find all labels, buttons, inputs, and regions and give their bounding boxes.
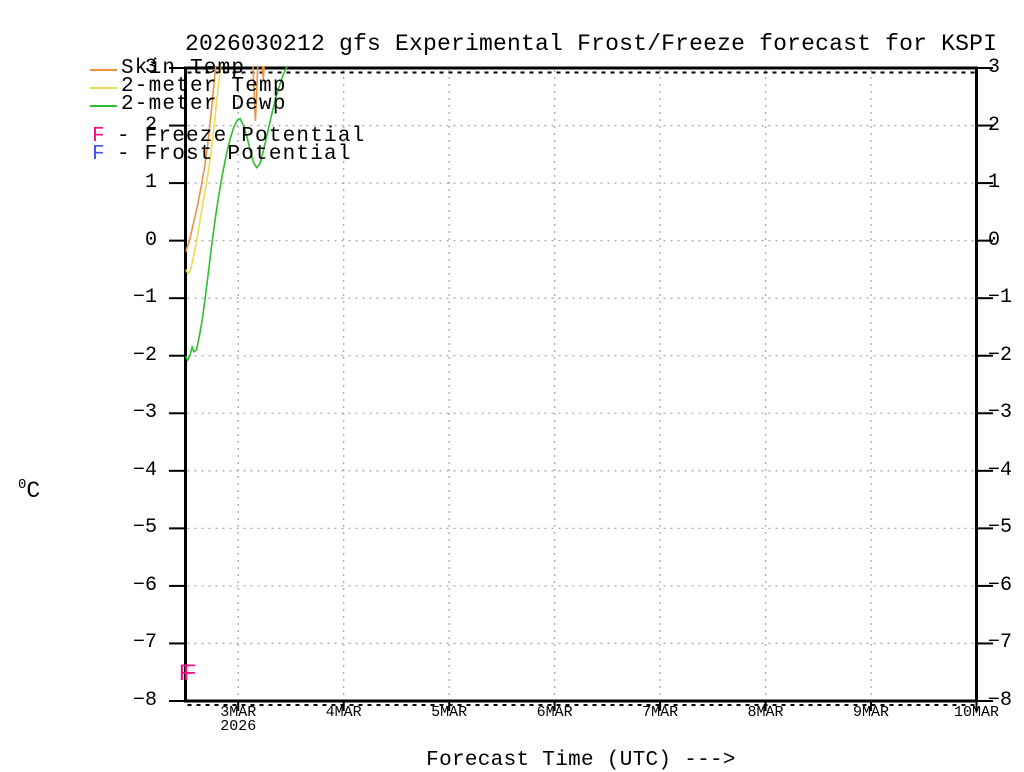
x-tick-sublabel: 2026 (220, 718, 257, 735)
2-meter-dewp-line (185, 66, 289, 363)
y-tick-label-right: 3 (988, 56, 1001, 79)
y-tick-label-right: 1 (988, 171, 1001, 195)
freeze-marker-letter: F (92, 125, 106, 148)
y-tick-label-left: −1 (132, 286, 157, 310)
y-axis-unit-label: 0C (18, 477, 40, 504)
2m-dewp-line-swatch (90, 105, 117, 107)
legend-label: - Frost Potential (117, 143, 352, 166)
x-tick-label: 7MAR (642, 704, 679, 721)
x-tick-label: 3MAR (220, 704, 257, 721)
chart-title: 2026030212 gfs Experimental Frost/Freeze… (185, 31, 998, 57)
y-tick-label-left: −5 (132, 516, 157, 540)
unit-letter: C (26, 478, 41, 504)
y-tick-label-right: −5 (988, 516, 1013, 540)
y-tick-label-left: 2 (144, 113, 157, 137)
2m-temp-line-swatch (90, 87, 117, 89)
y-tick-label-right: −3 (988, 401, 1013, 425)
y-tick-label-right: 2 (988, 113, 1001, 137)
y-tick-label-right: −1 (988, 286, 1013, 310)
y-tick-label-right: −8 (988, 689, 1013, 712)
x-tick-label: 9MAR (853, 704, 890, 721)
y-tick-label-left: −7 (132, 631, 157, 655)
frost-marker-letter: F (92, 143, 106, 166)
freeze-potential-marker: F (179, 661, 193, 687)
skin-temp-line-swatch (90, 69, 117, 71)
y-tick-label-left: −6 (132, 573, 157, 597)
legend-label: Skin Temp (121, 57, 246, 80)
x-tick-label: 5MAR (431, 704, 468, 721)
y-tick-label-left: −4 (132, 458, 157, 482)
x-tick-label: 6MAR (536, 704, 573, 721)
y-tick-label-left: 0 (144, 228, 157, 252)
skin-temp-line (261, 66, 265, 80)
y-tick-label-right: −7 (988, 631, 1013, 655)
y-tick-label-left: −2 (132, 343, 157, 367)
legend-label: 2-meter Temp (121, 75, 287, 98)
legend-label: - Freeze Potential (117, 125, 366, 148)
freeze-potential-marker: F (183, 661, 197, 687)
x-tick-label: 8MAR (747, 704, 784, 721)
y-tick-label-right: −4 (988, 458, 1013, 482)
skin-temp-line (252, 66, 259, 121)
unit-degree-sup: 0 (18, 477, 27, 493)
y-tick-label-left: 3 (144, 56, 157, 79)
y-tick-label-left: 1 (144, 171, 157, 195)
skin-temp-line (185, 66, 217, 253)
y-tick-label-left: −8 (132, 689, 157, 712)
x-axis-title: Forecast Time (UTC) ---> (426, 749, 736, 772)
y-tick-label-left: −3 (132, 401, 157, 425)
y-tick-label-right: 0 (988, 228, 1001, 252)
y-tick-label-right: −6 (988, 573, 1013, 597)
plot-frame (184, 66, 978, 703)
legend-label: 2-meter Dewp (121, 93, 287, 116)
2-meter-temp-line (185, 66, 222, 275)
x-tick-label: 4MAR (325, 704, 362, 721)
x-tick-label: 10MAR (953, 704, 999, 721)
y-tick-label-right: −2 (988, 343, 1013, 367)
